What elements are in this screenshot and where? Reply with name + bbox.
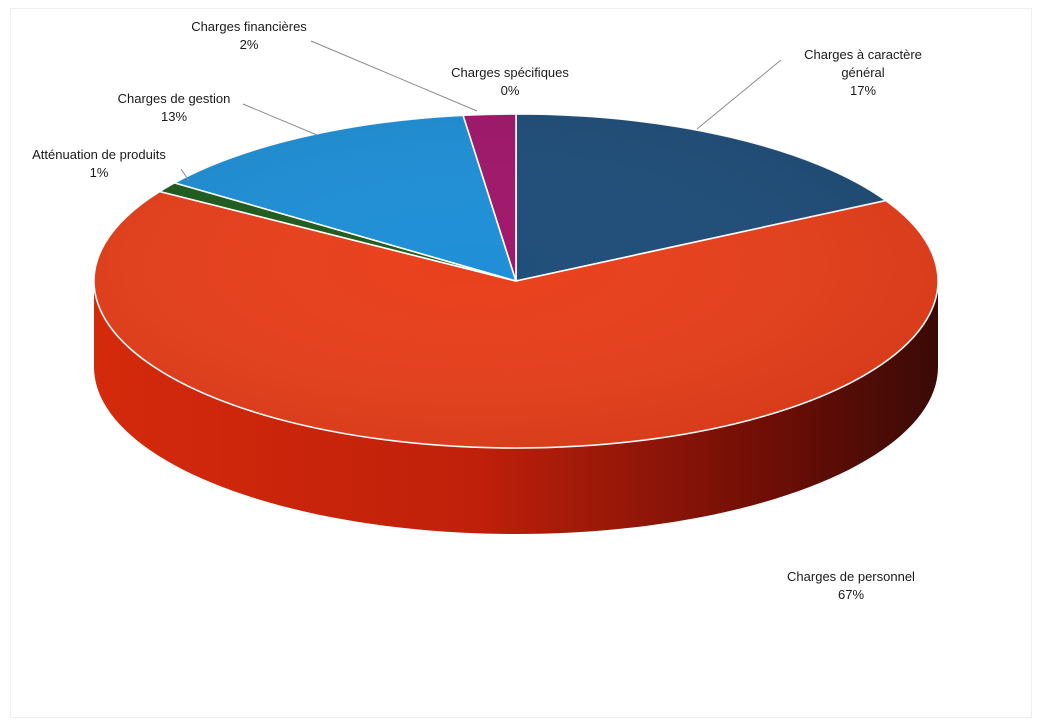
data-label-0: Charges à caractère général 17% <box>804 47 922 98</box>
leader-line-3 <box>242 103 318 136</box>
data-label-text-3: Charges de gestion <box>118 91 231 106</box>
data-label-5: Charges spécifiques 0% <box>451 65 569 98</box>
pie-top-layer <box>93 113 939 449</box>
data-label-text-0: Charges à caractère <box>804 47 922 62</box>
leader-line-2 <box>180 168 190 182</box>
data-label-3: Charges de gestion 13% <box>118 91 231 124</box>
pie-side-layer <box>94 281 938 534</box>
leader-line-4 <box>310 40 478 112</box>
data-label-value-3: 13% <box>161 109 187 124</box>
data-label-value-4: 2% <box>240 37 259 52</box>
data-label-text-4: Charges financières <box>191 19 307 34</box>
data-label-text-1: Charges de personnel <box>787 569 915 584</box>
data-label-value-2: 1% <box>90 165 109 180</box>
data-labels: Charges à caractère général 17% Charges de … <box>32 19 922 602</box>
leader-lines <box>180 40 782 182</box>
data-label-value-5: 0% <box>501 83 520 98</box>
data-label-2: Atténuation de produits 1% <box>32 147 166 180</box>
data-label-text-5: Charges spécifiques <box>451 65 569 80</box>
data-label-value-0: 17% <box>850 83 876 98</box>
leader-line-0 <box>696 59 782 130</box>
data-label-value-1: 67% <box>838 587 864 602</box>
data-label-1: Charges de personnel 67% <box>787 569 915 602</box>
pie-side-1 <box>94 281 938 534</box>
pie-chart: Charges à caractère général 17% Charges de … <box>32 19 939 602</box>
data-label-text-0: général <box>841 65 884 80</box>
data-label-4: Charges financières 2% <box>191 19 307 52</box>
data-label-text-2: Atténuation de produits <box>32 147 166 162</box>
chart-area: Charges à caractère général 17% Charges de … <box>10 8 1032 718</box>
